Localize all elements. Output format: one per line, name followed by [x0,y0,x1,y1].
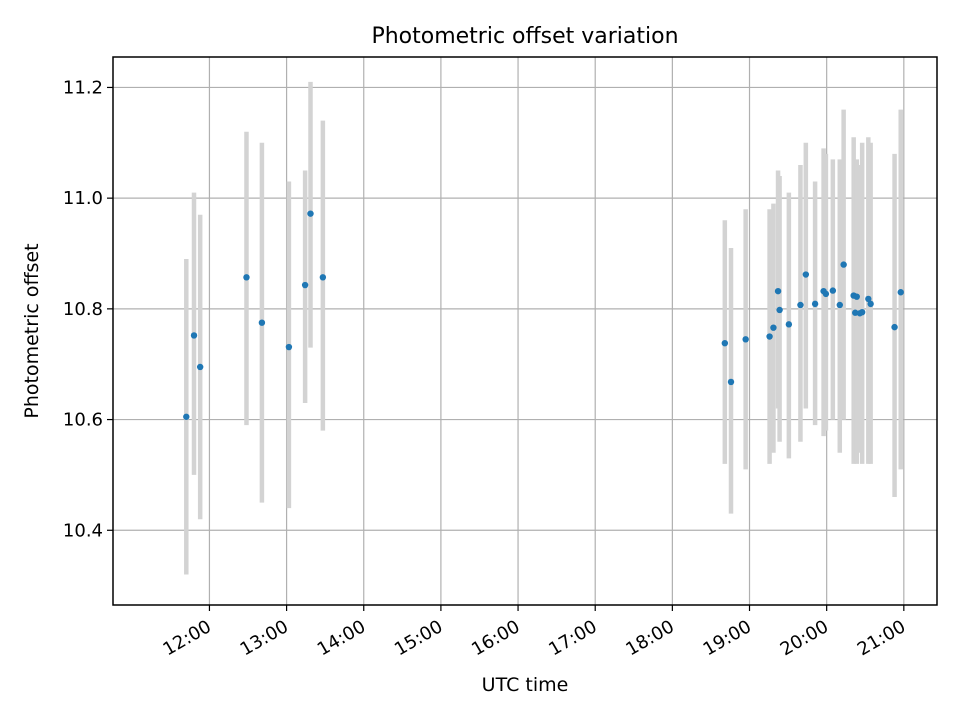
data-point [897,289,904,296]
data-point [840,261,847,268]
x-axis-label: UTC time [482,674,569,696]
x-tick-label: 18:00 [622,616,677,660]
data-point [742,336,749,343]
error-bars [184,81,903,575]
data-point [865,295,872,303]
data-point [243,274,250,281]
x-tick-label: 17:00 [545,616,600,660]
data-point [802,271,810,278]
data-point [852,309,859,316]
data-point [785,321,793,328]
x-tick-label: 14:00 [314,616,369,660]
data-point [727,378,735,386]
data-point [774,287,782,295]
x-tick-label: 13:00 [237,616,292,660]
data-point [867,300,874,308]
x-tick-label: 20:00 [777,616,832,660]
y-tick-label: 10.8 [63,299,103,320]
y-tick-label: 11.0 [63,188,103,209]
x-axis-ticks: 12:00 13:00 14:00 15:00 16:00 17:00 18:00 19:00… [160,605,909,660]
data-point [319,274,327,281]
data-point [196,363,204,371]
x-tick-label: 21:00 [854,616,909,660]
data-point [721,339,729,347]
data-points [183,210,904,420]
x-tick-label: 15:00 [391,616,446,660]
chart-title: Photometric offset variation [371,24,678,49]
x-tick-label: 19:00 [700,616,755,660]
data-point [776,306,783,314]
data-point [766,333,773,340]
y-axis-label: Photometric offset [21,243,43,418]
y-tick-label: 10.4 [63,520,103,541]
data-point [829,287,837,294]
data-point [822,290,830,298]
data-point [190,332,198,339]
data-point [811,300,819,308]
data-point [853,293,860,300]
y-tick-label: 11.2 [63,77,103,98]
data-point [858,308,866,316]
data-point [183,413,190,420]
data-point [285,343,293,351]
data-point [301,281,309,289]
x-tick-label: 12:00 [160,616,215,660]
data-point [258,319,266,326]
data-point [770,324,777,331]
data-point [891,323,898,331]
plot-frame [112,56,938,606]
data-point [836,301,843,309]
data-point [307,210,314,217]
x-tick-label: 16:00 [468,616,523,660]
data-point [797,301,804,309]
y-tick-label: 10.6 [63,410,103,431]
y-axis-ticks: 10.4 10.6 10.8 11.0 11.2 [63,77,113,541]
